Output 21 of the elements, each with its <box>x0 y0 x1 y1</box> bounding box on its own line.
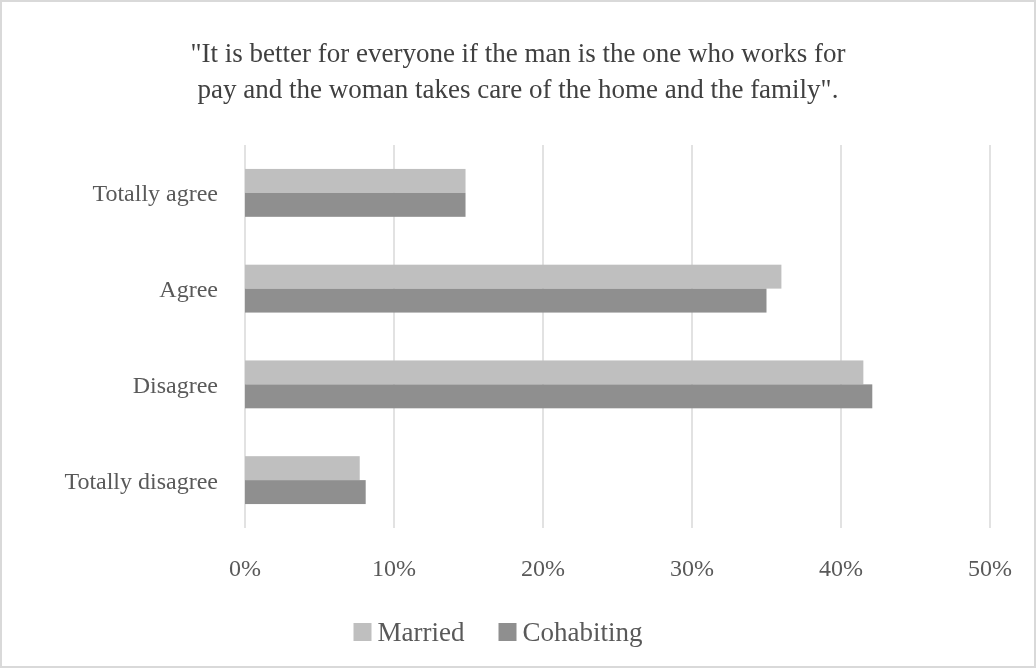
bar <box>245 192 466 217</box>
chart-title: "It is better for everyone if the man is the one who works for pay and the woman takes care of the home and the family". <box>190 38 846 104</box>
x-tick-label: 30% <box>670 555 714 581</box>
y-tick-label: Agree <box>159 276 218 303</box>
bar <box>245 384 873 409</box>
x-tick-label: 10% <box>372 555 416 581</box>
x-tick-label: 0% <box>229 555 261 581</box>
x-tick-label: 20% <box>521 555 565 581</box>
bar <box>245 480 366 505</box>
x-tick-label: 40% <box>819 555 863 581</box>
y-tick-label: Disagree <box>132 371 218 398</box>
y-tick-label: Totally agree <box>92 180 218 207</box>
bar <box>245 264 782 289</box>
legend-label: Married <box>377 617 465 648</box>
bar <box>245 288 767 313</box>
y-tick-label: Totally disagree <box>64 467 218 494</box>
bar <box>245 456 360 481</box>
bar <box>245 168 466 193</box>
x-tick-label: 50% <box>968 555 1012 581</box>
legend-label: Cohabiting <box>522 617 643 648</box>
bar <box>245 360 864 385</box>
